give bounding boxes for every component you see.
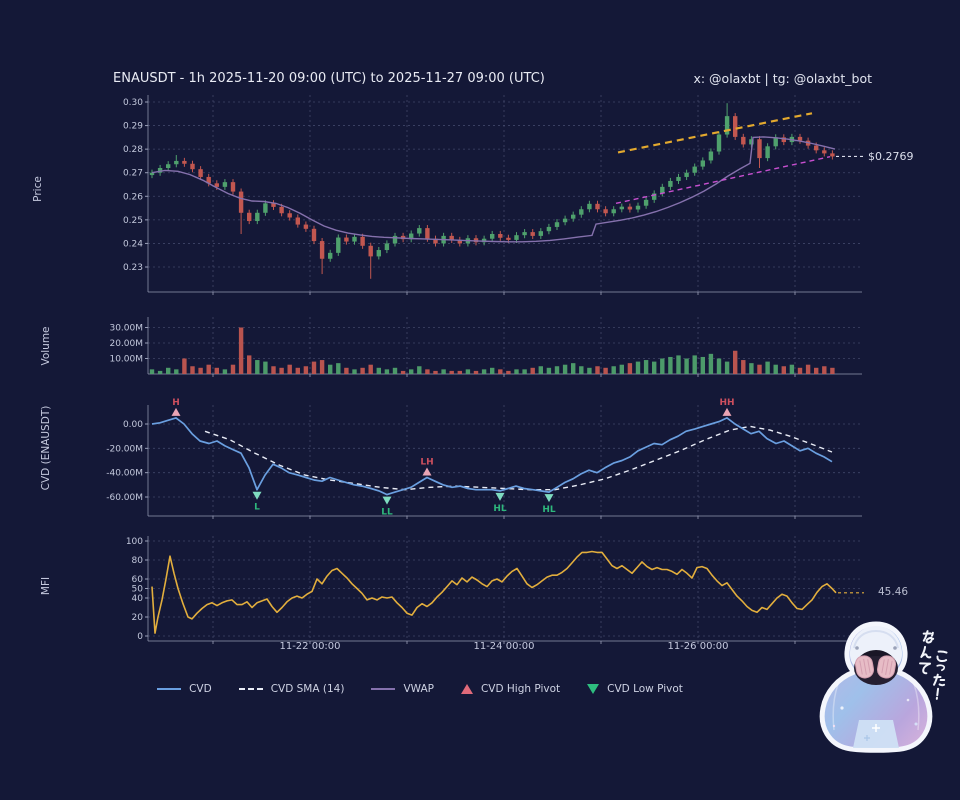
cvd-sma-line	[204, 425, 833, 491]
hood-eye-left-icon	[855, 646, 859, 650]
pivot-low-marker-icon	[495, 492, 505, 501]
legend-item-cvd: CVD	[157, 683, 212, 695]
legend-item-high-pivot: CVD High Pivot	[460, 683, 561, 695]
pivot-low-label: L	[254, 503, 260, 513]
pivot-high-marker-icon	[722, 407, 732, 416]
price-ytick-label: 0.24	[123, 239, 143, 249]
pivot-high-label: HH	[719, 398, 734, 408]
legend-label: CVD Low Pivot	[607, 683, 683, 695]
mascot-hands	[854, 655, 897, 679]
hood-eye-right-icon	[893, 646, 897, 650]
pivot-low-marker-icon	[252, 491, 262, 500]
legend-label: CVD	[189, 683, 212, 695]
legend-item-vwap: VWAP	[371, 683, 434, 695]
candlesticks	[149, 103, 835, 279]
pivot-high-label: LH	[420, 458, 433, 468]
mascot-text-nante-kotta	[919, 630, 948, 700]
x-tick-label-0: 11-22 00:00	[279, 641, 341, 652]
pivot-low-label: HL	[493, 504, 507, 514]
price-ytick-label: 0.25	[123, 216, 143, 226]
page-title: ENAUSDT - 1h 2025-11-20 09:00 (UTC) to 2…	[113, 71, 545, 86]
mfi-ytick-label: 100	[126, 537, 143, 547]
vwap-line	[151, 136, 836, 243]
triangle-down-icon	[587, 684, 600, 694]
mfi-value-label: 45.46	[878, 586, 909, 598]
pivot-low-marker-icon	[544, 494, 554, 503]
cvd-line-swatch-icon	[157, 688, 182, 690]
x-tick-label-1: 11-24 00:00	[473, 641, 535, 652]
x-tick-label-2: 11-26 00:00	[667, 641, 729, 652]
price-panel: 0.30 0.29 0.28 0.27 0.26 0.25 0.24 0.23	[123, 95, 862, 295]
last-price-label: $0.2769	[868, 150, 914, 163]
legend: CVD CVD SMA (14) VWAP CVD High Pivot CVD…	[145, 683, 695, 695]
price-ytick-label: 0.27	[123, 169, 143, 179]
mascot-sticker	[819, 621, 948, 753]
legend-item-cvd-sma: CVD SMA (14)	[238, 683, 345, 695]
pivot-high-marker-icon	[171, 407, 181, 416]
pivot-low-label: HL	[542, 505, 556, 515]
volume-ytick-label: 20.00M	[109, 339, 143, 349]
volume-ytick-label: 30.00M	[109, 324, 143, 334]
mfi-ytick-label: 50	[132, 585, 144, 595]
social-handles: x: @olaxbt | tg: @olaxbt_bot	[693, 71, 872, 86]
pivot-low-label: LL	[381, 508, 393, 518]
cvd-ytick-label: 0.00	[123, 420, 143, 430]
pivot-low-marker-icon	[382, 496, 392, 505]
cvd-ytick-label: -20.00M	[106, 444, 143, 454]
cvd-panel: 0.00 -20.00M -40.00M -60.00M	[106, 405, 862, 519]
legend-label: CVD High Pivot	[480, 683, 561, 695]
legend-label: VWAP	[403, 683, 434, 695]
trendline-resistance	[617, 112, 813, 154]
mascot-skirt	[853, 720, 899, 748]
mfi-ytick-label: 20	[132, 613, 144, 623]
price-ytick-label: 0.29	[123, 122, 143, 132]
cvd-ytick-label: -60.00M	[106, 493, 143, 503]
triangle-up-icon	[460, 684, 473, 694]
trendline-support	[615, 156, 831, 205]
mfi-ytick-label: 60	[132, 575, 144, 585]
volume-panel: 30.00M 20.00M 10.00M	[109, 317, 862, 377]
price-ytick-label: 0.23	[123, 263, 143, 273]
dashed-line-swatch-icon	[238, 688, 263, 690]
volume-bars	[149, 327, 835, 374]
pivot-high-marker-icon	[422, 467, 432, 476]
cvd-ytick-label: -40.00M	[106, 469, 143, 479]
mfi-line	[151, 550, 837, 634]
mascot-body	[819, 621, 933, 753]
mfi-ytick-label: 40	[132, 594, 144, 604]
price-ytick-label: 0.30	[123, 98, 143, 108]
pivot-high-label: H	[172, 398, 180, 408]
vwap-line-swatch-icon	[371, 688, 396, 690]
mfi-ytick-label: 80	[132, 556, 144, 566]
price-ytick-label: 0.28	[123, 145, 143, 155]
legend-label: CVD SMA (14)	[270, 683, 345, 695]
legend-item-low-pivot: CVD Low Pivot	[587, 683, 683, 695]
price-ytick-label: 0.26	[123, 192, 143, 202]
cvd-line	[151, 417, 833, 496]
volume-ytick-label: 10.00M	[109, 355, 143, 365]
mfi-ytick-label: 0	[137, 632, 143, 642]
